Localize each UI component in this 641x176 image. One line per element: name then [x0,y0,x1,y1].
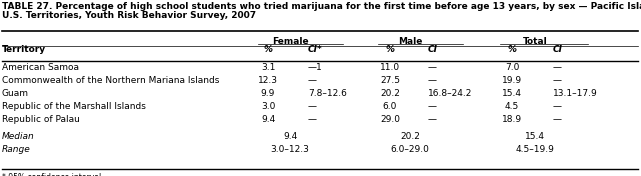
Text: %: % [508,45,517,54]
Text: 6.0–29.0: 6.0–29.0 [390,145,429,154]
Text: %: % [385,45,394,54]
Text: CI: CI [428,45,438,54]
Text: 13.1–17.9: 13.1–17.9 [553,89,598,98]
Text: Republic of the Marshall Islands: Republic of the Marshall Islands [2,102,146,111]
Text: —: — [553,115,562,124]
Text: —: — [308,115,317,124]
Text: —: — [553,102,562,111]
Text: Commonwealth of the Northern Mariana Islands: Commonwealth of the Northern Mariana Isl… [2,76,219,85]
Text: —1: —1 [308,63,323,72]
Text: —: — [428,76,437,85]
Text: Male: Male [398,37,422,46]
Text: 3.1: 3.1 [261,63,275,72]
Text: Median: Median [2,132,35,141]
Text: * 95% confidence interval.: * 95% confidence interval. [2,173,104,176]
Text: American Samoa: American Samoa [2,63,79,72]
Text: Total: Total [522,37,547,46]
Text: TABLE 27. Percentage of high school students who tried marijuana for the first t: TABLE 27. Percentage of high school stud… [2,2,641,11]
Text: 4.5–19.9: 4.5–19.9 [515,145,554,154]
Text: —: — [308,76,317,85]
Text: —: — [553,63,562,72]
Text: CI: CI [553,45,563,54]
Text: —: — [428,102,437,111]
Text: 15.4: 15.4 [525,132,545,141]
Text: U.S. Territories, Youth Risk Behavior Survey, 2007: U.S. Territories, Youth Risk Behavior Su… [2,11,256,20]
Text: 19.9: 19.9 [502,76,522,85]
Text: %: % [263,45,272,54]
Text: 20.2: 20.2 [400,132,420,141]
Text: Range: Range [2,145,31,154]
Text: 29.0: 29.0 [380,115,400,124]
Text: 18.9: 18.9 [502,115,522,124]
Text: —: — [428,115,437,124]
Text: CI*: CI* [308,45,323,54]
Text: 3.0–12.3: 3.0–12.3 [271,145,310,154]
Text: 9.4: 9.4 [283,132,297,141]
Text: 12.3: 12.3 [258,76,278,85]
Text: Republic of Palau: Republic of Palau [2,115,80,124]
Text: Guam: Guam [2,89,29,98]
Text: 7.8–12.6: 7.8–12.6 [308,89,347,98]
Text: 27.5: 27.5 [380,76,400,85]
Text: —: — [553,76,562,85]
Text: Female: Female [272,37,308,46]
Text: 7.0: 7.0 [505,63,519,72]
Text: Territory: Territory [2,45,46,54]
Text: 9.4: 9.4 [261,115,275,124]
Text: 16.8–24.2: 16.8–24.2 [428,89,472,98]
Text: 9.9: 9.9 [261,89,275,98]
Text: 3.0: 3.0 [261,102,275,111]
Text: —: — [428,63,437,72]
Text: 15.4: 15.4 [502,89,522,98]
Text: 20.2: 20.2 [380,89,400,98]
Text: 6.0: 6.0 [383,102,397,111]
Text: 4.5: 4.5 [505,102,519,111]
Text: —: — [308,102,317,111]
Text: 11.0: 11.0 [380,63,400,72]
